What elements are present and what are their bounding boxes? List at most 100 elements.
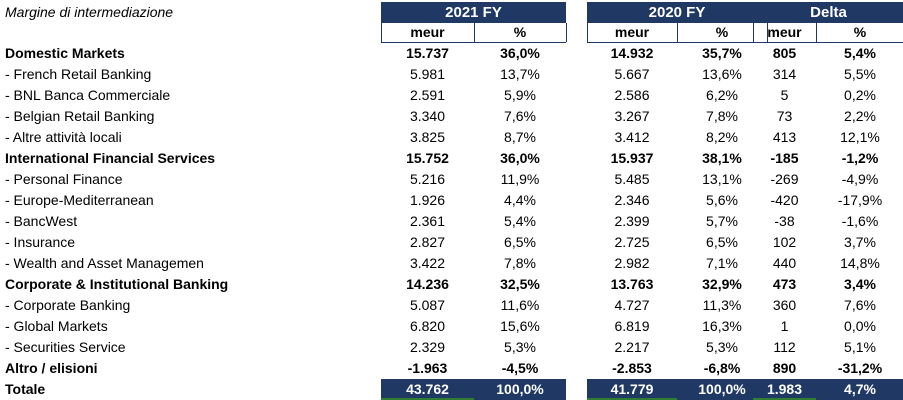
table-cell: -6,8% [703,360,741,376]
table-cell: 5.087 [409,297,446,313]
table-cell: 413 [772,129,797,145]
table-cell: 3.267 [614,108,650,124]
table-cell: -2.853 [612,360,652,376]
row-label: - Belgian Retail Banking [5,108,155,124]
row-label: - Europe-Mediterranean [5,192,154,208]
table-cell: -269 [770,171,799,187]
table-cell: 6,5% [504,234,536,250]
table-cell: 11,3% [702,297,742,313]
table-cell: 14,8% [840,255,880,271]
sub-2020-meur: meur [614,24,650,40]
table-cell: 7,1% [706,255,738,271]
table-cell: 7,8% [706,108,738,124]
table-cell: -1,2% [841,150,879,166]
table-cell: 5 [780,87,789,103]
table-cell: 5,9% [504,87,536,103]
table-cell: 805 [772,45,797,61]
row-label: - Corporate Banking [5,297,131,313]
table-cell: 8,7% [504,129,536,145]
table-cell: -420 [770,192,799,208]
table-cell: 2.586 [614,87,650,103]
total-underline [381,398,474,400]
row-label: - Global Markets [5,318,108,334]
row-label: Corporate & Institutional Banking [5,276,229,292]
separator [753,23,754,42]
table-cell: 13,7% [500,66,540,82]
table-cell: 15.937 [610,150,654,166]
table-row: - Personal Finance 5.216 11,9% 5.485 13,1% -2… [0,169,903,190]
header-rule [587,42,767,43]
sub-delta-pct: % [853,24,867,40]
row-label: - BancWest [5,213,78,229]
table-row: - French Retail Banking 5.981 13,7% 5.667 13… [0,64,903,85]
table-row: - Global Markets 6.820 15,6% 6.819 16,3% 1 0,0… [0,316,903,337]
table-cell: 6,5% [706,234,738,250]
table-cell: 5,4% [844,45,876,61]
total-band [753,379,903,400]
row-label: Totale [5,381,46,397]
table-row: Altro / elisioni -1.963 -4,5% -2.853 -6,8% 89… [0,358,903,379]
table-cell: 41.779 [610,381,654,397]
row-label: - French Retail Banking [5,66,152,82]
table-cell: -31,2% [837,360,883,376]
table-cell: 5,3% [706,339,738,355]
row-label: - Altre attività locali [5,129,122,145]
table-cell: 100,0% [698,381,746,397]
table-row: - Corporate Banking 5.087 11,6% 4.727 11,3% 3… [0,295,903,316]
table-cell: -4,5% [501,360,539,376]
table-row: - Securities Service 2.329 5,3% 2.217 5,3% 11… [0,337,903,358]
table-cell: -38 [774,213,795,229]
table-cell: 35,7% [702,45,742,61]
table-cell: 32,5% [500,276,540,292]
table-cell: 5,1% [844,339,876,355]
sub-2021-pct: % [513,24,527,40]
table-cell: 0,0% [844,318,876,334]
table-cell: 3.422 [409,255,446,271]
table-cell: 13.763 [610,276,654,292]
table-cell: 2.827 [409,234,446,250]
table-cell: 2.982 [614,255,650,271]
total-underline [587,398,677,400]
table-cell: 4.727 [614,297,650,313]
table-cell: 112 [773,339,796,355]
table-cell: 5.216 [409,171,446,187]
table-cell: 15,6% [500,318,540,334]
header-rule [753,42,903,43]
table-cell: -185 [770,150,799,166]
sub-2020-pct: % [715,24,729,40]
table-caption: Margine di intermediazione [5,4,174,20]
table-cell: 43.762 [406,381,449,397]
table-cell: 314 [772,66,797,82]
row-label: - Wealth and Asset Managemen [5,255,204,271]
table-cell: 3,7% [844,234,876,250]
table-cell: 2.217 [614,339,650,355]
table-row: - Altre attività locali 3.825 8,7% 3.412 8,2… [0,127,903,148]
header-rule [381,42,566,43]
table-cell: 5.667 [614,66,650,82]
table-cell: 2.329 [409,339,446,355]
table-row: - Belgian Retail Banking 3.340 7,6% 3.267 7,… [0,106,903,127]
row-label: - BNL Banca Commerciale [5,87,171,103]
table-cell: 2,2% [844,108,876,124]
separator [816,23,817,42]
table-cell: 3.340 [409,108,446,124]
table-cell: 3,4% [844,276,876,292]
table-row: - Insurance 2.827 6,5% 2.725 6,5% 102 3,7% [0,232,903,253]
table-cell: 1.983 [766,381,803,397]
table-cell: 7,8% [504,255,536,271]
total-row: Totale 43.762 100,0% 41.779 100,0% 1.983 4,7% [0,379,903,400]
table-cell: 5.981 [409,66,446,82]
table-row: - BNL Banca Commerciale 2.591 5,9% 2.586 6,2… [0,85,903,106]
table-cell: -1.963 [407,360,448,376]
table-row: - BancWest 2.361 5,4% 2.399 5,7% -38 -1,6% [0,211,903,232]
row-label: - Insurance [5,234,76,250]
table-cell: 5,3% [504,339,536,355]
table-cell: 5,5% [844,66,876,82]
table-row: - Europe-Mediterranean 1.926 4,4% 2.346 5,6%… [0,190,903,211]
table-cell: -4,9% [841,171,879,187]
table-row: Domestic Markets 15.737 36,0% 14.932 35,7% 80… [0,43,903,64]
table-cell: 36,0% [500,45,540,61]
table-cell: 32,9% [702,276,742,292]
total-band [587,379,767,400]
